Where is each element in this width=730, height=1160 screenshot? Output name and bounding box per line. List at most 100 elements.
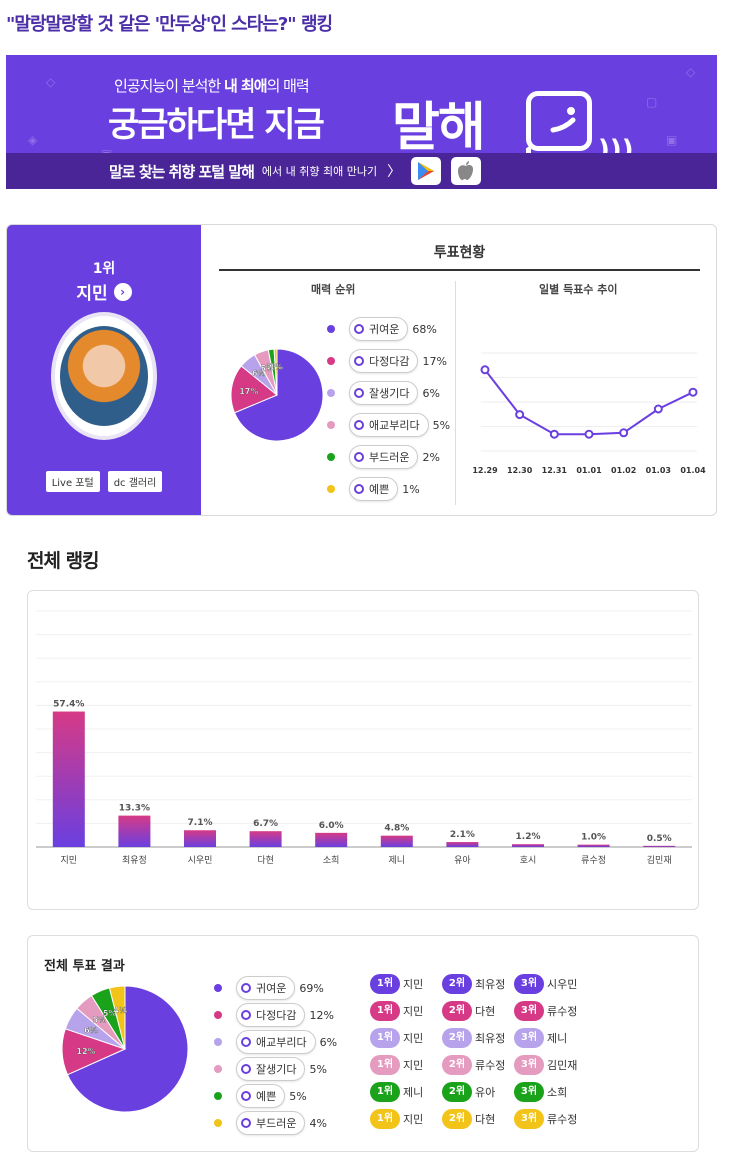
bar (315, 832, 348, 847)
pie-slice (230, 365, 278, 414)
rank-table-cell[interactable]: 3위 시우민 (514, 974, 580, 994)
pie-slice-label: 12% (76, 1047, 95, 1056)
legend-label: 예쁜 (369, 483, 390, 496)
charm-pie-chart: 17% 6%5%2%1% (230, 348, 324, 442)
google-play-icon[interactable] (411, 157, 442, 185)
bar (643, 845, 676, 847)
legend-dot (214, 1065, 222, 1073)
ranking-section-title: 전체 랭킹 (27, 550, 100, 572)
legend-pill[interactable]: 부드러운 (349, 445, 419, 469)
banner-bottom-strong: 말로 찾는 취향 포털 말해 (109, 162, 255, 181)
legend-item[interactable]: 애교부리다 5% (327, 413, 450, 437)
speech-bubble-icon (526, 91, 592, 151)
rank-name: 유아 (475, 1086, 496, 1099)
legend-pill[interactable]: 잘생기다 (349, 381, 419, 405)
apple-store-icon[interactable] (451, 157, 482, 185)
rank-table-cell[interactable]: 3위 소희 (514, 1082, 580, 1102)
rank-table-cell[interactable]: 1위 지민 (370, 1028, 436, 1048)
rank-table-cell[interactable]: 3위 류수정 (514, 1109, 580, 1129)
rank-table-cell[interactable]: 2위 유아 (442, 1082, 508, 1102)
legend-pill[interactable]: 귀여운 (349, 317, 409, 341)
title-underline (219, 269, 700, 271)
rank-badge: 3위 (514, 1028, 544, 1048)
bar (446, 842, 479, 847)
legend-pill[interactable]: 다정다감 (349, 349, 419, 373)
legend-percent: 17% (422, 354, 447, 368)
rank-badge: 1위 (370, 974, 400, 994)
bar-value-label: 57.4% (53, 700, 84, 710)
star-portrait (60, 326, 148, 426)
rank-table-cell[interactable]: 1위 제니 (370, 1082, 436, 1102)
legend-item[interactable]: 다정다감 12% (214, 1003, 334, 1027)
arrow-right-circle-icon[interactable]: › (113, 282, 132, 301)
legend-item[interactable]: 잘생기다 6% (327, 381, 440, 405)
rank-table-cell[interactable]: 2위 최유정 (442, 1028, 508, 1048)
rank-table-cell[interactable]: 3위 김민재 (514, 1055, 580, 1075)
top-star-name-row[interactable]: 지민 › (7, 279, 201, 304)
legend-pill[interactable]: 다정다감 (236, 1003, 306, 1027)
legend-item[interactable]: 잘생기다 5% (214, 1057, 327, 1081)
result-title: 전체 투표 결과 (44, 959, 125, 974)
bar (577, 844, 610, 847)
rank-badge: 2위 (442, 1028, 472, 1048)
legend-dot (327, 325, 335, 333)
legend-item[interactable]: 부드러운 4% (214, 1111, 327, 1135)
rank-table-cell[interactable]: 3위 류수정 (514, 1001, 580, 1021)
line-point (619, 428, 629, 438)
legend-item[interactable]: 애교부리다 6% (214, 1030, 337, 1054)
pie-slice-label: 5% (260, 364, 274, 373)
rank-table-cell[interactable]: 2위 다현 (442, 1109, 508, 1129)
rank-table-cell[interactable]: 2위 최유정 (442, 974, 508, 994)
rank-table-cell[interactable]: 1위 지민 (370, 1109, 436, 1129)
rank-table-cell[interactable]: 1위 지민 (370, 974, 436, 994)
legend-pill[interactable]: 귀여운 (236, 976, 296, 1000)
rank-badge: 1위 (370, 1055, 400, 1075)
legend-dot (327, 485, 335, 493)
rank-table-cell[interactable]: 3위 제니 (514, 1028, 580, 1048)
legend-pill[interactable]: 애교부리다 (236, 1030, 316, 1054)
rank-table-row: 1위 지민 2위 다현 3위 류수정 (370, 1001, 580, 1021)
rank-name: 류수정 (547, 1113, 578, 1126)
legend-item[interactable]: 다정다감 17% (327, 349, 447, 373)
rank-name: 지민 (403, 1032, 424, 1045)
legend-label: 잘생기다 (369, 387, 410, 400)
rank-name: 시우민 (547, 978, 578, 991)
rank-badge: 2위 (442, 974, 472, 994)
live-portal-link[interactable]: Live 포털 (45, 471, 100, 492)
legend-item[interactable]: 예쁜 1% (327, 477, 420, 501)
legend-item[interactable]: 귀여운 68% (327, 317, 437, 341)
chevron-right-icon: 〉 (387, 164, 402, 180)
bar-value-label: 0.5% (647, 834, 672, 844)
legend-dot (327, 453, 335, 461)
legend-item[interactable]: 귀여운 69% (214, 976, 324, 1000)
legend-percent: 5% (432, 418, 451, 432)
bar-value-label: 4.8% (384, 824, 409, 834)
promo-banner[interactable]: ◇ ▣ ◈ ▢ ◇ ▣ 인공지능이 분석한 내 최애의 매력 궁금하다면 지금 … (6, 55, 717, 189)
rank-badge: 2위 (442, 1082, 472, 1102)
bar-value-label: 13.3% (119, 804, 150, 814)
x-tick-label: 01.01 (576, 466, 602, 475)
legend-pill[interactable]: 예쁜 (349, 477, 399, 501)
legend-pill[interactable]: 애교부리다 (349, 413, 429, 437)
legend-label: 부드러운 (256, 1117, 297, 1130)
legend-item[interactable]: 부드러운 2% (327, 445, 440, 469)
rank-table-cell[interactable]: 1위 지민 (370, 1055, 436, 1075)
x-tick-label: 제니 (389, 855, 406, 866)
pie-slice-label: 5% (93, 1016, 107, 1025)
rank-badge: 2위 (442, 1109, 472, 1129)
legend-pill[interactable]: 예쁜 (236, 1084, 286, 1108)
rank-table-cell[interactable]: 2위 다현 (442, 1001, 508, 1021)
rank-badge: 2위 (442, 1001, 472, 1021)
legend-dot (214, 1119, 222, 1127)
rank-table-cell[interactable]: 2위 류수정 (442, 1055, 508, 1075)
bar-value-label: 2.1% (450, 830, 475, 840)
legend-pill[interactable]: 잘생기다 (236, 1057, 306, 1081)
line-point (549, 429, 559, 439)
rank-name: 다현 (475, 1005, 496, 1018)
dc-gallery-link[interactable]: dc 갤러리 (107, 471, 163, 492)
legend-pill[interactable]: 부드러운 (236, 1111, 306, 1135)
legend-item[interactable]: 예쁜 5% (214, 1084, 307, 1108)
ranking-chart-card: 57.4% 지민 13.3% 최유정 7.1% 시우민 6.7% 다현 6.0% 소희 4.8% 제니… (27, 590, 699, 910)
rank-table-cell[interactable]: 1위 지민 (370, 1001, 436, 1021)
ring-icon (354, 452, 364, 462)
